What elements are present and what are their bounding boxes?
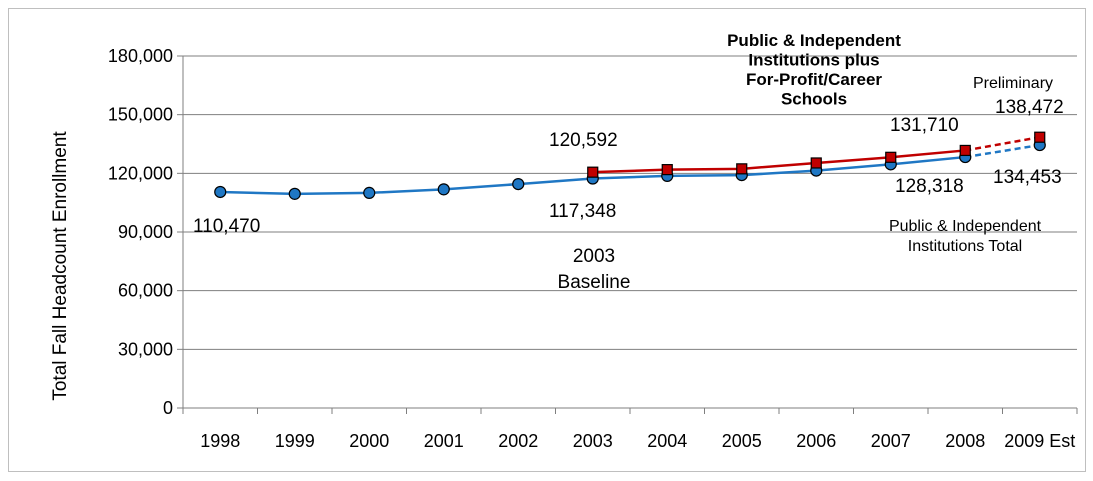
series-line-estimate <box>965 135 1040 152</box>
y-tick-label: 30,000 <box>118 339 173 359</box>
x-tick-label: 2005 <box>722 431 762 451</box>
data-point-plus-forprofit <box>810 157 822 169</box>
x-tick-label: 2006 <box>796 431 836 451</box>
red-series-label-line: Public & Independent <box>727 31 901 50</box>
label-131710: 131,710 <box>890 115 959 136</box>
data-point-total <box>437 183 450 196</box>
data-point-plus-forprofit <box>1034 131 1046 143</box>
label-110470: 110,470 <box>193 216 260 237</box>
y-tick-label: 180,000 <box>108 46 173 66</box>
data-point-total <box>288 187 301 200</box>
data-point-plus-forprofit <box>959 144 971 157</box>
x-tick-label: 2003 <box>573 431 613 451</box>
data-point-plus-forprofit <box>587 166 599 178</box>
series-line-estimate <box>965 143 1040 159</box>
data-point-total <box>512 177 525 191</box>
red-series-label-line: Schools <box>781 90 847 109</box>
data-point-total <box>214 185 227 199</box>
red-series-label-line: Institutions plus <box>748 51 879 70</box>
y-tick-label: 150,000 <box>108 105 173 125</box>
x-tick-label: 1999 <box>275 431 315 451</box>
chart-frame <box>8 8 1086 472</box>
y-axis-label: Total Fall Headcount Enrollment <box>50 131 71 401</box>
x-tick-label: 2007 <box>871 431 911 451</box>
y-tick-label: 0 <box>163 398 173 418</box>
blue-series-label-line: Institutions Total <box>908 238 1022 255</box>
baseline-year: 2003 <box>573 246 615 267</box>
y-tick-label: 120,000 <box>108 163 173 183</box>
preliminary-label: Preliminary <box>973 75 1053 92</box>
data-point-plus-forprofit <box>661 164 673 176</box>
blue-series-label-line: Public & Independent <box>889 218 1042 235</box>
x-tick-label: 1998 <box>200 431 240 451</box>
x-tick-label: 2009 Est <box>1004 431 1075 451</box>
data-point-plus-forprofit <box>736 163 748 175</box>
y-tick-label: 90,000 <box>118 222 173 242</box>
label-117348: 117,348 <box>549 201 616 222</box>
label-120592: 120,592 <box>549 130 618 151</box>
label-134453: 134,453 <box>993 167 1062 188</box>
x-tick-label: 2000 <box>349 431 389 451</box>
baseline-label: Baseline <box>558 272 631 293</box>
data-point-plus-forprofit <box>885 151 897 163</box>
y-tick-label: 60,000 <box>118 281 173 301</box>
red-series-label-line: For-Profit/Career <box>746 70 882 89</box>
x-tick-label: 2002 <box>498 431 538 451</box>
series-line-plus-forprofit <box>592 149 966 174</box>
x-tick-label: 2008 <box>945 431 985 451</box>
x-tick-label: 2004 <box>647 431 687 451</box>
x-tick-label: 2001 <box>424 431 464 451</box>
blue-series-label: Public & Independent Institutions Total <box>889 218 1042 255</box>
label-128318: 128,318 <box>895 176 964 197</box>
data-point-total <box>363 186 376 199</box>
label-138472: 138,472 <box>995 97 1064 118</box>
